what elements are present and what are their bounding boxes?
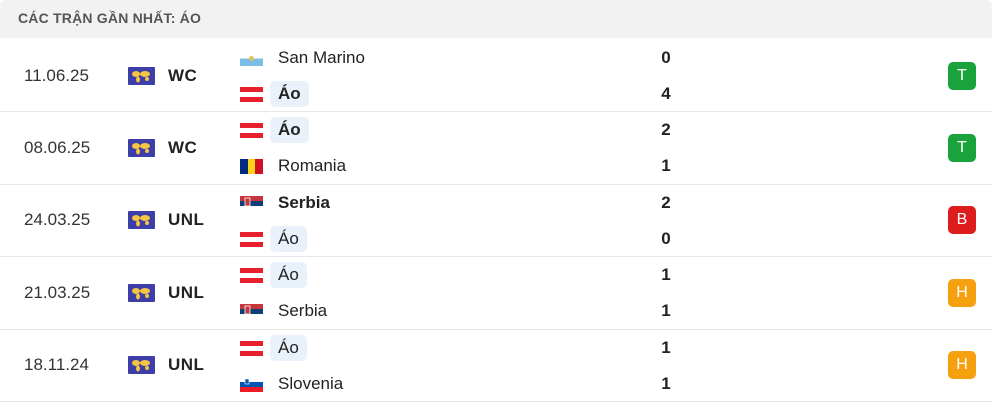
team-flag <box>240 268 263 284</box>
result-badge: H <box>948 278 976 307</box>
team-flag <box>240 304 263 320</box>
match-row: 08.06.25 WC Áo 2 Romania 1 T <box>0 112 992 185</box>
competition: UNL <box>168 355 205 375</box>
team-score: 1 <box>661 265 671 285</box>
match-date: 21.03.25 <box>24 282 91 302</box>
match-date: 18.11.24 <box>24 355 89 375</box>
match-row: 11.06.25 WC San Marino 0 Áo 4 T <box>0 40 992 113</box>
competition: UNL <box>168 210 205 230</box>
competition: UNL <box>168 282 205 302</box>
team-score: 1 <box>661 373 671 393</box>
team-score: 1 <box>661 301 671 321</box>
competition-icon <box>128 139 155 158</box>
team-name: Áo <box>270 334 307 361</box>
competition: WC <box>168 65 198 85</box>
competition-icon <box>128 356 155 375</box>
match-date: 08.06.25 <box>24 138 91 158</box>
team-flag <box>240 231 263 247</box>
header: CÁC TRẬN GẦN NHẤT: ÁO <box>0 0 992 38</box>
team-name: Romania <box>278 156 347 176</box>
match-date: 24.03.25 <box>24 210 91 230</box>
match-date: 11.06.25 <box>24 65 89 85</box>
team-score: 2 <box>661 120 671 140</box>
team-name: Áo <box>270 225 307 252</box>
result-badge: T <box>948 61 976 90</box>
team-score: 2 <box>661 192 671 212</box>
team-flag <box>240 51 263 66</box>
team-score: 0 <box>661 48 671 67</box>
match-row: 24.03.25 UNL Serbia 2 Áo 0 B <box>0 185 992 258</box>
team-name: Áo <box>270 81 309 107</box>
team-score: 1 <box>661 337 671 357</box>
match-row: 18.11.24 UNL Áo 1 Slovenia 1 H <box>0 330 992 402</box>
team-name: Áo <box>270 262 307 289</box>
team-score: 4 <box>661 84 671 103</box>
team-flag <box>240 123 263 139</box>
team-flag <box>240 340 263 356</box>
team-name: Serbia <box>278 301 328 321</box>
result-badge: H <box>948 351 976 380</box>
team-flag <box>240 195 263 211</box>
result-badge: B <box>948 206 976 235</box>
team-flag <box>240 87 263 102</box>
competition-icon <box>128 66 155 85</box>
match-row: 21.03.25 UNL Áo 1 Serbia 1 H <box>0 257 992 330</box>
team-name: Serbia <box>278 192 330 212</box>
competition-icon <box>128 211 155 230</box>
result-badge: T <box>948 134 976 163</box>
header-title: CÁC TRẬN GẦN NHẤT: ÁO <box>18 10 202 26</box>
team-name: Slovenia <box>278 373 344 393</box>
team-flag <box>240 376 263 392</box>
competition-icon <box>128 283 155 302</box>
team-score: 1 <box>661 156 671 176</box>
team-flag <box>240 159 263 175</box>
team-name: San Marino <box>278 48 365 67</box>
team-name: Áo <box>270 117 309 144</box>
competition: WC <box>168 138 198 158</box>
team-score: 0 <box>661 228 671 248</box>
